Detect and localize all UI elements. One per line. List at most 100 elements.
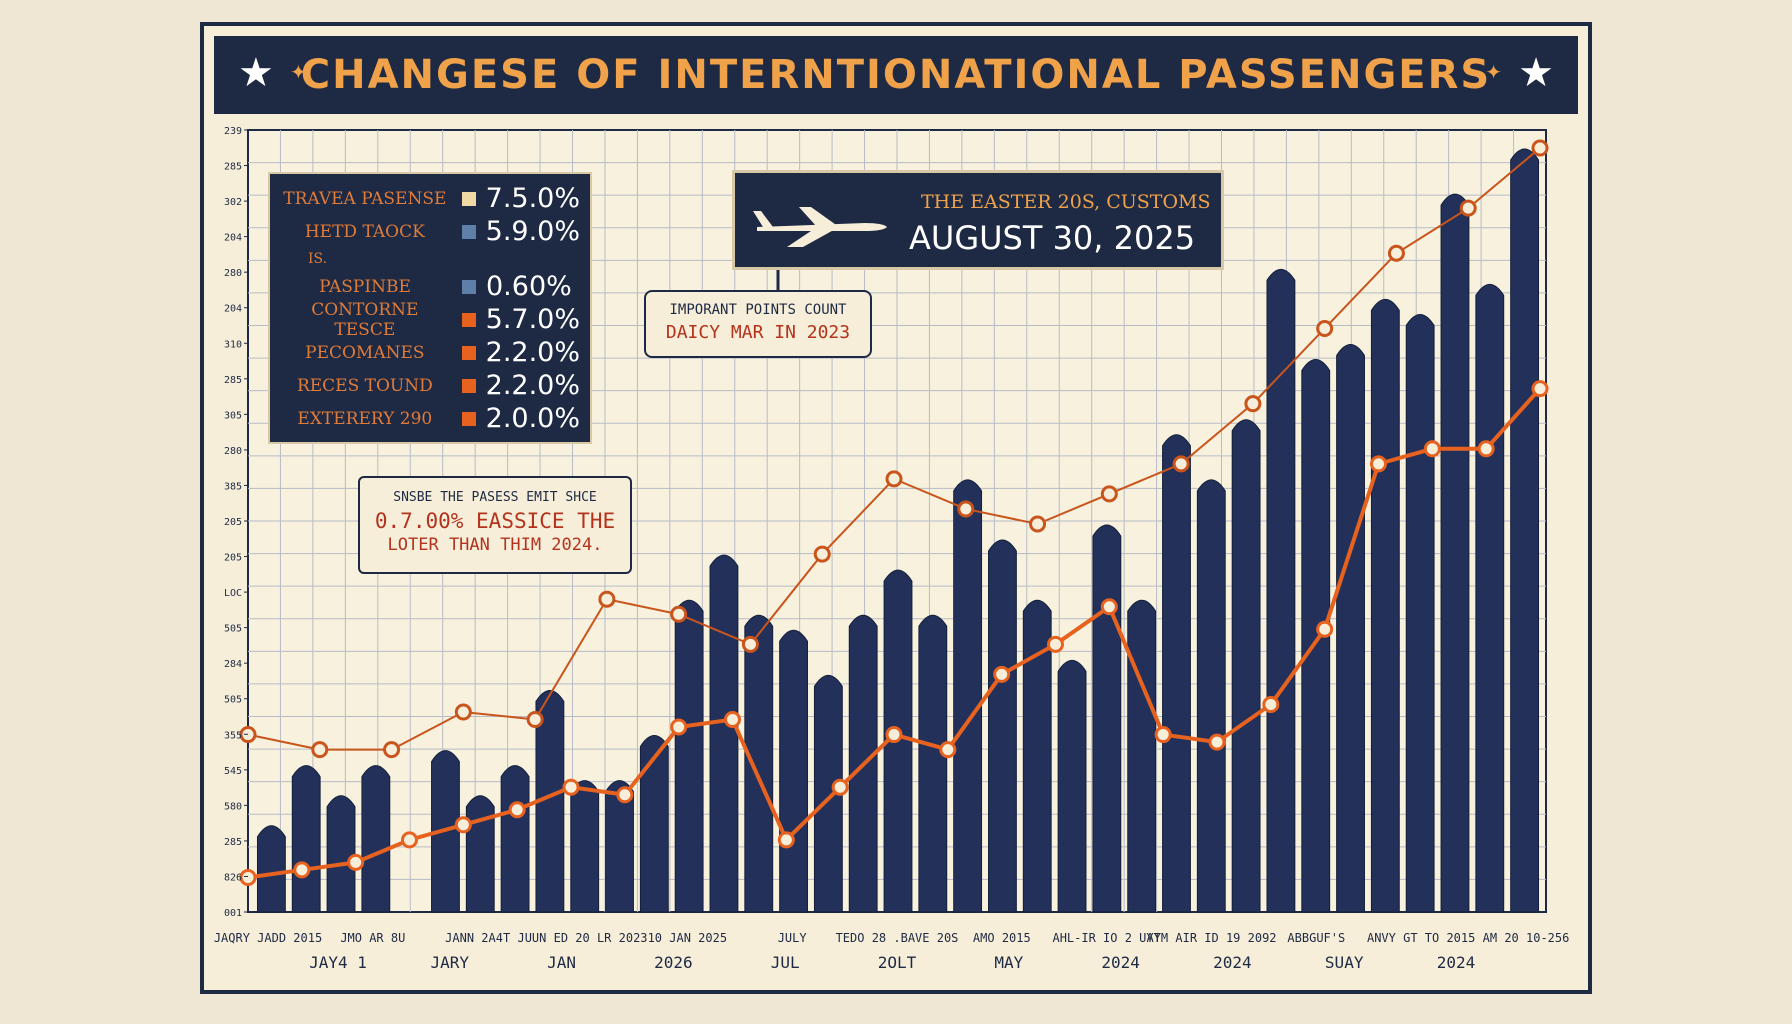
bar — [1370, 298, 1400, 913]
bar — [1162, 434, 1191, 913]
series-point — [454, 703, 472, 721]
series-point — [508, 801, 526, 819]
bar — [1336, 344, 1365, 913]
legend-label: PASPINBE — [319, 276, 411, 297]
airplane-icon — [753, 207, 887, 247]
legend-row: EXTERERY 290 2.0.0% — [280, 402, 580, 435]
y-tick-label: 280 — [224, 446, 242, 457]
x-tick-label: AHL-IR IO 2 UYT — [1052, 931, 1160, 945]
legend-row: HETD TAOCK 5.9.0% — [280, 215, 580, 248]
callout-line-3: LOTER THAN THIM 2024. — [387, 535, 603, 555]
bar — [1405, 313, 1435, 913]
y-tick-label: 580 — [224, 801, 242, 812]
y-tick-label: 285 — [224, 375, 242, 386]
legend: TRAVEA PASENSE 7.5.0% HETD TAOCK 5.9.0% IS. P… — [268, 172, 592, 444]
bar — [1440, 193, 1470, 913]
x-sub-label: 2024 — [1101, 953, 1140, 972]
series-point — [293, 861, 311, 879]
y-tick-label: 205 — [224, 553, 242, 564]
series-point — [1477, 440, 1495, 458]
series-point — [1370, 455, 1387, 473]
legend-value: 2.0.0% — [485, 403, 580, 434]
series-point — [831, 778, 849, 796]
y-tick-label: 001 — [224, 908, 242, 919]
bar — [1022, 599, 1052, 913]
bar — [1057, 659, 1087, 913]
bar — [744, 614, 774, 913]
legend-label: PECOMANES — [305, 342, 425, 363]
series-point — [1459, 199, 1477, 217]
series-point — [885, 726, 903, 744]
bar — [326, 795, 356, 913]
bar — [918, 614, 948, 913]
legend-label: HETD TAOCK — [304, 221, 425, 242]
x-tick-label: JUUN ED 20 LR 2023 — [517, 931, 647, 945]
x-sub-label: 2026 — [654, 953, 693, 972]
series-point — [777, 831, 795, 849]
y-tick-label: 204 — [224, 233, 242, 244]
bar — [639, 735, 669, 913]
x-tick-label: JULY — [778, 931, 808, 945]
legend-swatch — [461, 378, 476, 393]
legend-swatch — [461, 224, 476, 239]
x-sub-label: SUAY — [1325, 953, 1364, 972]
series-point — [741, 635, 759, 653]
x-sub-label: 2024 — [1213, 953, 1252, 972]
series-point — [383, 741, 401, 759]
legend-row: PECOMANES 2.2.0% — [280, 336, 580, 369]
series-point — [598, 590, 616, 608]
series-point — [616, 786, 634, 804]
y-tick-label: 280 — [224, 268, 242, 279]
series-point — [311, 741, 329, 759]
bar — [779, 629, 808, 913]
y-tick-label: 385 — [224, 481, 242, 492]
series-point — [885, 470, 903, 488]
x-tick-label: 10 JAN 2025 — [648, 931, 727, 945]
series-point — [1208, 733, 1226, 751]
legend-row: TRAVEA PASENSE 7.5.0% — [280, 182, 580, 215]
x-tick-label: ANVY GT TO 2015 — [1367, 931, 1475, 945]
bar — [1510, 148, 1540, 913]
legend-row: PASPINBE 0.60% — [280, 270, 580, 303]
y-tick-label: 302 — [224, 197, 242, 208]
x-tick-label: AMO 2015 — [973, 931, 1031, 945]
y-tick-label: 239 — [224, 126, 242, 137]
x-sub-label: 2OLT — [878, 953, 917, 972]
bar — [813, 674, 843, 913]
x-tick-label: JMO AR 8U — [340, 931, 405, 945]
y-tick-label: 310 — [224, 339, 242, 350]
legend-row: IS. — [280, 248, 580, 270]
x-sub-label: JUL — [771, 953, 800, 972]
series-point — [1316, 620, 1334, 638]
y-tick-label: 505 — [224, 624, 242, 635]
series-point — [957, 500, 975, 518]
star-icon: ✦ — [1485, 60, 1502, 84]
bar — [256, 825, 286, 913]
legend-label: IS. — [308, 251, 328, 267]
series-point — [562, 778, 580, 796]
series-point — [1387, 244, 1405, 262]
y-tick-label: 285 — [224, 162, 242, 173]
y-tick-label: LOC — [224, 588, 242, 599]
series-point — [1172, 455, 1190, 473]
legend-label: CONTORNE TESCE — [311, 299, 419, 340]
y-tick-label: 285 — [224, 837, 242, 848]
bar — [709, 554, 739, 913]
legend-label: EXTERERY 290 — [297, 408, 433, 429]
bar — [1301, 359, 1331, 913]
legend-value: 0.60% — [486, 271, 572, 302]
bar — [1127, 599, 1157, 913]
note-line-2: DAICY MAR IN 2023 — [665, 322, 851, 343]
series-point — [1154, 726, 1172, 744]
x-sub-label: JARY — [431, 953, 470, 972]
bar — [953, 479, 983, 913]
x-tick-label: ABBGUF'S — [1287, 931, 1345, 945]
y-tick-label: 355 — [224, 730, 242, 741]
date-value: AUGUST 30, 2025 — [909, 219, 1196, 257]
bar — [1092, 524, 1122, 913]
series-point — [1423, 440, 1441, 458]
series-point — [454, 816, 472, 834]
x-sub-label: 2024 — [1437, 953, 1476, 972]
series-point — [239, 868, 257, 886]
